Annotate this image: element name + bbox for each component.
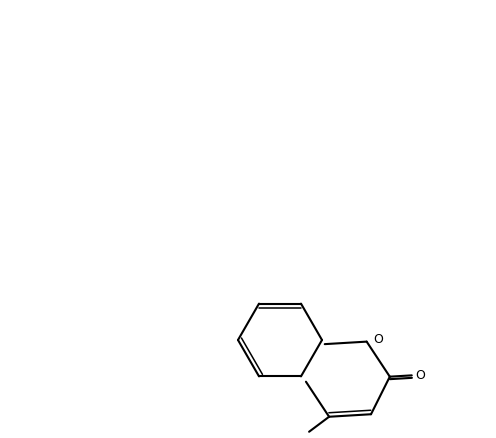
Text: O: O bbox=[415, 369, 425, 382]
Text: O: O bbox=[373, 333, 383, 346]
